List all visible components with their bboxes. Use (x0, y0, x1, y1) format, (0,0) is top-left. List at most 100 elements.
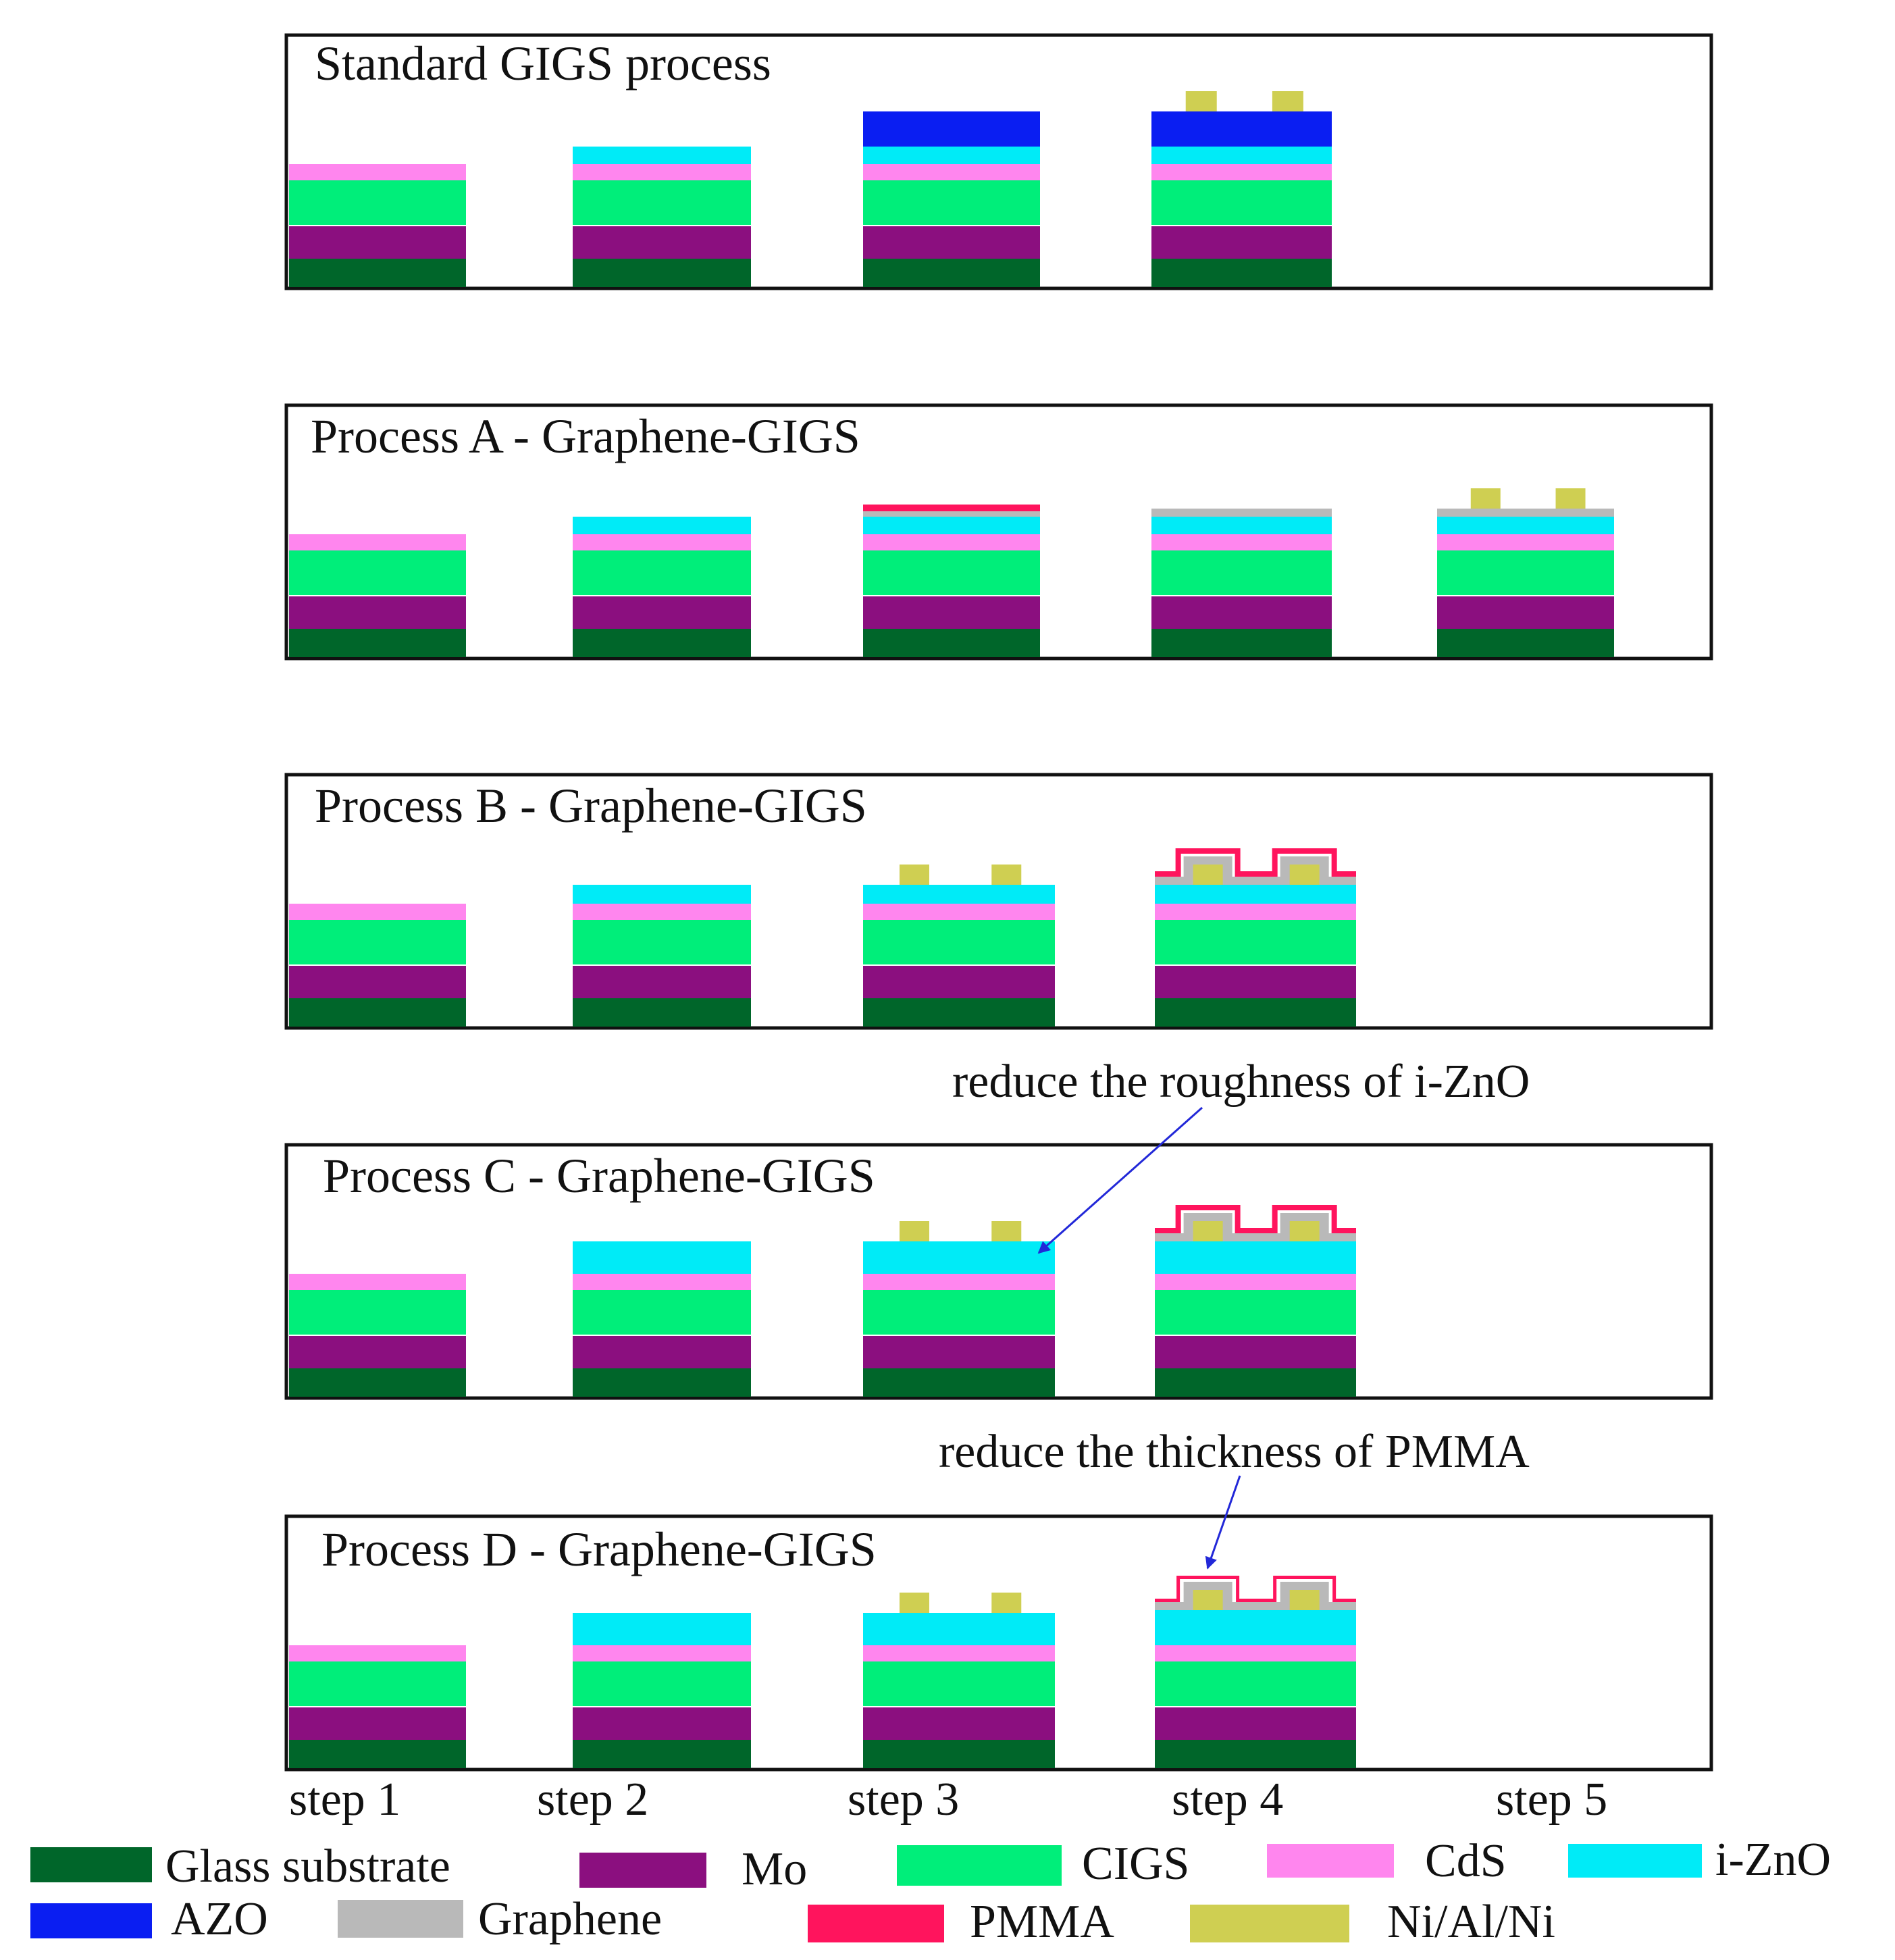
mo-layer (863, 1707, 1055, 1740)
annotations: reduce the roughness of i-ZnO reduce the… (939, 1056, 1530, 1570)
izno-layer (1437, 517, 1614, 534)
stack-b-step-1 (289, 904, 466, 1027)
cigs-layer (1155, 920, 1356, 964)
annotation-roughness-arrow (1037, 1106, 1203, 1254)
contact-pad (991, 1221, 1022, 1241)
stack-b-step-4 (1155, 848, 1356, 1027)
cds-layer (573, 164, 751, 180)
cds-layer (863, 1274, 1055, 1290)
stack-standard-step-2 (573, 147, 751, 287)
mo-layer (573, 226, 751, 259)
cigs-layer (863, 920, 1055, 964)
legend: Glass substrate Mo CIGS CdS i-ZnO AZO Gr… (30, 1834, 1831, 1948)
process-panels: Standard GIGS process Process A - Graphe… (284, 33, 1713, 1772)
legend-label-cigs: CIGS (1082, 1838, 1189, 1890)
cigs-layer (863, 1661, 1055, 1706)
annotation-thickness-arrow (1205, 1475, 1241, 1570)
izno-layer (863, 885, 1055, 904)
legend-swatch-cigs (897, 1845, 1062, 1886)
layer-stacks (289, 91, 1614, 1768)
cigs-layer (863, 180, 1040, 225)
cigs-layer (289, 180, 466, 225)
mo-layer (1151, 596, 1332, 629)
panel-d-title: Process D - Graphene-GIGS (321, 1522, 877, 1576)
izno-layer (1155, 885, 1356, 904)
cds-layer (573, 534, 751, 550)
stack-b-step-2 (573, 885, 751, 1027)
legend-swatch-mo (579, 1853, 706, 1888)
glass-layer (573, 1740, 751, 1768)
mo-layer (289, 966, 466, 998)
contact-pad (1555, 488, 1586, 509)
cigs-layer (1155, 1661, 1356, 1706)
izno-layer (863, 1241, 1055, 1274)
stack-c-step-2 (573, 1241, 751, 1397)
glass-layer (863, 1368, 1055, 1397)
cds-layer (1155, 1274, 1356, 1290)
izno-layer (573, 885, 751, 904)
cigs-layer (289, 1290, 466, 1335)
contact-pad (1185, 91, 1217, 111)
izno-layer (1155, 1241, 1356, 1274)
mo-layer (573, 596, 751, 629)
graphene-layer (1437, 509, 1614, 517)
glass-layer (1437, 629, 1614, 657)
contact-pad (899, 1593, 929, 1613)
graphene-layer (1151, 509, 1332, 517)
panel-a-frame (284, 403, 1713, 661)
stack-c-step-3 (863, 1221, 1055, 1397)
cigs-layer (573, 550, 751, 595)
step-labels: step 1 step 2 step 3 step 4 step 5 (289, 1774, 1607, 1826)
contact-pad (1289, 1221, 1320, 1241)
glass-layer (289, 629, 466, 657)
mo-layer (1151, 226, 1332, 259)
cds-layer (289, 1645, 466, 1661)
cigs-layer (863, 1290, 1055, 1335)
panel-b-frame (284, 773, 1713, 1030)
step-label-4: step 4 (1172, 1774, 1283, 1826)
cds-layer (863, 534, 1040, 550)
step-label-5: step 5 (1496, 1774, 1607, 1826)
mo-layer (289, 1707, 466, 1740)
cigs-layer (1151, 550, 1332, 595)
izno-layer (1151, 517, 1332, 534)
legend-label-izno: i-ZnO (1715, 1834, 1831, 1886)
mo-layer (573, 1707, 751, 1740)
cds-layer (289, 534, 466, 550)
cigs-layer (289, 550, 466, 595)
legend-label-cds: CdS (1425, 1835, 1507, 1887)
graphene-layer (1155, 1213, 1356, 1241)
glass-layer (863, 1740, 1055, 1768)
izno-layer (573, 1613, 751, 1645)
mo-layer (863, 966, 1055, 998)
cds-layer (289, 904, 466, 920)
mo-layer (289, 1336, 466, 1368)
cds-layer (1151, 534, 1332, 550)
glass-layer (573, 1368, 751, 1397)
mo-layer (573, 966, 751, 998)
cds-layer (289, 1274, 466, 1290)
pmma-layer (863, 505, 1040, 511)
legend-swatch-glass (30, 1847, 152, 1882)
stack-standard-step-1 (289, 164, 466, 287)
cds-layer (573, 1274, 751, 1290)
pmma-layer (1155, 1576, 1356, 1602)
stack-d-step-2 (573, 1613, 751, 1768)
panel-b-title: Process B - Graphene-GIGS (315, 779, 867, 833)
mo-layer (1437, 596, 1614, 629)
mo-layer (863, 1336, 1055, 1368)
mo-layer (573, 1336, 751, 1368)
legend-label-pmma: PMMA (970, 1896, 1114, 1948)
panel-d-frame (284, 1514, 1713, 1772)
panel-c-title: Process C - Graphene-GIGS (323, 1149, 875, 1203)
glass-layer (289, 998, 466, 1027)
stack-d-step-3 (863, 1593, 1055, 1768)
cigs-layer (573, 920, 751, 964)
glass-layer (289, 1368, 466, 1397)
legend-swatch-cds (1267, 1844, 1394, 1878)
contact-pad (991, 865, 1022, 885)
mo-layer (289, 596, 466, 629)
contact-pad (1289, 865, 1320, 885)
glass-layer (1155, 1740, 1356, 1768)
